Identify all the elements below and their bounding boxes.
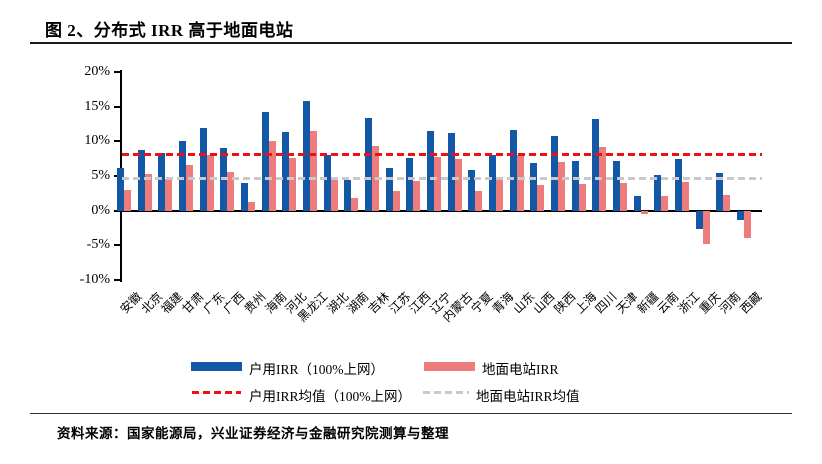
ground-irr-mean-line (122, 176, 762, 180)
bar-household-irr (654, 174, 662, 211)
y-tick-label: 15% (84, 98, 110, 114)
bar-ground-irr (640, 210, 648, 215)
bar-ground-irr (310, 130, 317, 211)
y-tick-mark (114, 71, 121, 73)
bar-household-irr (365, 118, 372, 211)
y-tick-mark (114, 140, 121, 143)
bar-household-irr (406, 157, 414, 211)
x-axis (120, 209, 762, 212)
bar-ground-irr (248, 201, 255, 211)
bar-ground-irr (516, 155, 524, 211)
bar-household-irr (447, 133, 455, 211)
x-axis-label: 西藏 (737, 289, 765, 317)
bar-ground-irr (289, 157, 297, 211)
legend-swatch-ground-irr-mean (423, 391, 469, 394)
y-tick-label: 0% (91, 202, 110, 218)
bar-household-irr (509, 130, 517, 211)
bar-household-irr (716, 172, 724, 211)
bar-ground-irr (206, 155, 214, 211)
bar-ground-irr (227, 171, 235, 211)
bar-household-irr (117, 168, 124, 211)
y-tick-label: 10% (84, 133, 110, 149)
bar-ground-irr (661, 196, 669, 211)
bar-household-irr (468, 169, 476, 211)
bar-household-irr (675, 158, 682, 211)
bar-ground-irr (744, 210, 751, 238)
bar-household-irr (282, 131, 290, 211)
source-note: 资料来源：国家能源局，兴业证券经济与金融研究院测算与整理 (57, 426, 449, 441)
bar-household-irr (592, 119, 600, 211)
bar-household-irr (323, 155, 331, 211)
bar-ground-irr (723, 195, 731, 211)
legend-label-ground-irr: 地面电站IRR (482, 362, 559, 377)
y-tick-label: 20% (84, 64, 110, 79)
bar-ground-irr (702, 210, 710, 244)
bar-ground-irr (454, 158, 462, 211)
bar-household-irr (530, 162, 538, 211)
household-irr-mean-line (122, 153, 762, 156)
y-tick-mark (114, 105, 121, 108)
bar-household-irr (633, 196, 641, 211)
bar-ground-irr (124, 189, 131, 211)
y-tick-label: -5% (86, 237, 110, 253)
bar-ground-irr (351, 198, 359, 211)
bar-ground-irr (144, 173, 152, 211)
y-tick-mark (114, 244, 121, 247)
bar-household-irr (551, 135, 558, 211)
legend-label-ground-irr-mean: 地面电站IRR均值 (476, 389, 580, 404)
bar-ground-irr (330, 179, 338, 211)
legend-swatch-household-irr-mean (192, 391, 241, 394)
bar-ground-irr (165, 179, 173, 211)
bar-household-irr (179, 140, 186, 211)
bar-household-irr (241, 182, 248, 211)
bar-household-irr (385, 168, 393, 211)
bar-ground-irr (413, 180, 421, 211)
bar-ground-irr (268, 140, 276, 211)
bar-ground-irr (558, 162, 565, 211)
bar-household-irr (613, 160, 620, 211)
bar-household-irr (199, 128, 207, 211)
bar-ground-irr (434, 156, 441, 211)
bar-ground-irr (578, 183, 586, 211)
bar-household-irr (571, 161, 579, 211)
bar-ground-irr (392, 190, 400, 211)
bar-ground-irr (496, 180, 503, 211)
bar-ground-irr (537, 185, 545, 211)
legend-label-household-irr: 户用IRR（100%上网） (249, 362, 384, 377)
figure-title: 图 2、分布式 IRR 高于地面电站 (45, 21, 294, 40)
bar-ground-irr (475, 191, 483, 211)
legend-swatch-household-irr (191, 362, 242, 371)
bar-household-irr (737, 210, 744, 221)
bar-household-irr (137, 149, 145, 211)
y-tick-mark (114, 209, 121, 212)
footer-divider (30, 413, 792, 414)
bar-ground-irr (682, 181, 689, 211)
bar-household-irr (427, 130, 434, 211)
legend-swatch-ground-irr (424, 362, 475, 371)
y-tick-mark (114, 279, 121, 281)
bar-household-irr (261, 112, 269, 211)
title-underline (30, 42, 792, 44)
bar-household-irr (695, 210, 703, 229)
y-tick-label: -10% (79, 272, 110, 287)
bar-household-irr (158, 153, 166, 211)
bar-ground-irr (186, 164, 193, 211)
legend-label-household-irr-mean: 户用IRR均值（100%上网） (249, 389, 411, 404)
bar-household-irr (344, 180, 352, 211)
bar-household-irr (489, 154, 496, 211)
y-tick-label: 5% (91, 168, 110, 183)
bar-ground-irr (620, 182, 627, 211)
